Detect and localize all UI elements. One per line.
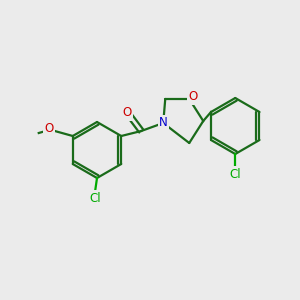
Text: O: O (44, 122, 53, 136)
Text: Cl: Cl (89, 191, 101, 205)
Text: O: O (189, 91, 198, 103)
Text: N: N (159, 116, 168, 130)
Text: O: O (123, 106, 132, 119)
Text: Cl: Cl (230, 167, 241, 181)
